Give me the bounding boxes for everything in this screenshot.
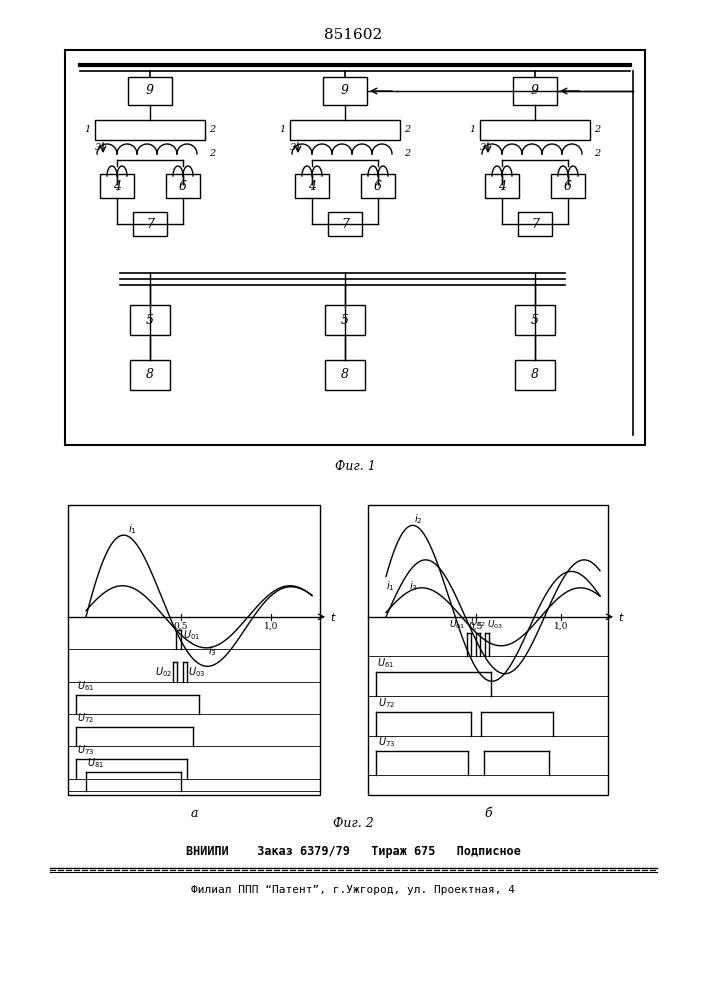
Bar xyxy=(515,305,555,335)
Text: 7: 7 xyxy=(146,218,154,231)
Text: 2: 2 xyxy=(209,125,215,134)
Text: 1: 1 xyxy=(85,125,91,134)
Bar xyxy=(130,305,170,335)
Text: 1: 1 xyxy=(280,125,286,134)
Bar xyxy=(290,120,400,140)
Text: $U_{72}$: $U_{72}$ xyxy=(77,711,94,725)
Text: 6: 6 xyxy=(179,180,187,192)
Bar xyxy=(325,305,365,335)
Bar xyxy=(551,174,585,198)
Text: $i_3$: $i_3$ xyxy=(409,579,419,593)
Text: 1: 1 xyxy=(469,125,476,134)
Text: 2: 2 xyxy=(209,149,215,158)
Text: $U_{72}$: $U_{72}$ xyxy=(378,696,395,710)
Bar xyxy=(480,120,590,140)
Bar xyxy=(515,360,555,390)
Text: 2: 2 xyxy=(404,125,410,134)
Text: 2: 2 xyxy=(404,149,410,158)
Text: $U_{81}$: $U_{81}$ xyxy=(87,756,104,770)
Text: $U_{01}$: $U_{01}$ xyxy=(449,618,465,631)
Text: 8: 8 xyxy=(146,368,154,381)
Text: $i_1$: $i_1$ xyxy=(386,579,395,593)
Text: $i_3$: $i_3$ xyxy=(208,644,217,658)
Text: 5: 5 xyxy=(341,314,349,326)
Text: 8: 8 xyxy=(341,368,349,381)
Text: ВНИИПИ    Заказ 6379/79   Тираж 675   Подписное: ВНИИПИ Заказ 6379/79 Тираж 675 Подписное xyxy=(185,846,520,858)
Bar xyxy=(513,77,557,105)
Text: 3: 3 xyxy=(290,143,296,152)
Text: 0,5: 0,5 xyxy=(174,622,188,631)
Text: 6: 6 xyxy=(374,180,382,192)
Text: $U_{02}$: $U_{02}$ xyxy=(155,665,172,679)
Bar xyxy=(485,174,519,198)
Bar xyxy=(65,50,645,445)
Text: $U_{61}$: $U_{61}$ xyxy=(77,679,94,693)
Text: 4: 4 xyxy=(498,180,506,192)
Text: 0,5: 0,5 xyxy=(469,622,483,631)
Text: Филиал ППП “Патент”, г.Ужгород, ул. Проектная, 4: Филиал ППП “Патент”, г.Ужгород, ул. Прое… xyxy=(191,885,515,895)
Text: 5: 5 xyxy=(146,314,154,326)
Text: 2: 2 xyxy=(594,149,600,158)
Text: $U_{03}$: $U_{03}$ xyxy=(188,665,205,679)
Text: Фиг. 1: Фиг. 1 xyxy=(334,460,375,473)
Text: 2: 2 xyxy=(594,125,600,134)
Text: б: б xyxy=(484,807,492,820)
Text: $U_{03}$: $U_{03}$ xyxy=(487,618,503,631)
Text: 9: 9 xyxy=(146,85,154,98)
Text: $U_{b2}$: $U_{b2}$ xyxy=(470,616,486,629)
Text: Фиг. 2: Фиг. 2 xyxy=(332,817,373,830)
Text: $U_{73}$: $U_{73}$ xyxy=(77,744,94,757)
Bar xyxy=(328,212,362,236)
Text: $i_1$: $i_1$ xyxy=(128,522,136,536)
Text: $t$: $t$ xyxy=(330,611,337,623)
Text: 5: 5 xyxy=(531,314,539,326)
Text: $U_{61}$: $U_{61}$ xyxy=(377,656,394,670)
Text: $i_2$: $i_2$ xyxy=(414,512,423,526)
Text: 851602: 851602 xyxy=(324,28,382,42)
Text: 9: 9 xyxy=(531,85,539,98)
Bar xyxy=(100,174,134,198)
Bar xyxy=(361,174,395,198)
Bar xyxy=(368,505,608,795)
Text: 8: 8 xyxy=(531,368,539,381)
Bar xyxy=(518,212,552,236)
Text: 6: 6 xyxy=(564,180,572,192)
Bar xyxy=(95,120,205,140)
Text: $t$: $t$ xyxy=(618,611,625,623)
Bar xyxy=(323,77,367,105)
Text: 3: 3 xyxy=(480,143,486,152)
Bar xyxy=(166,174,200,198)
Bar xyxy=(128,77,172,105)
Text: 9: 9 xyxy=(341,85,349,98)
Text: 4: 4 xyxy=(308,180,316,192)
Text: $U_{01}$: $U_{01}$ xyxy=(183,629,200,642)
Bar xyxy=(133,212,167,236)
Text: 4: 4 xyxy=(113,180,121,192)
Bar xyxy=(295,174,329,198)
Text: 1,0: 1,0 xyxy=(554,622,568,631)
Bar xyxy=(325,360,365,390)
Text: 7: 7 xyxy=(531,218,539,231)
Text: 3: 3 xyxy=(95,143,101,152)
Bar xyxy=(68,505,320,795)
Text: 7: 7 xyxy=(341,218,349,231)
Bar xyxy=(130,360,170,390)
Text: a: a xyxy=(190,807,198,820)
Text: $U_{73}$: $U_{73}$ xyxy=(378,736,395,749)
Text: 1,0: 1,0 xyxy=(264,622,279,631)
